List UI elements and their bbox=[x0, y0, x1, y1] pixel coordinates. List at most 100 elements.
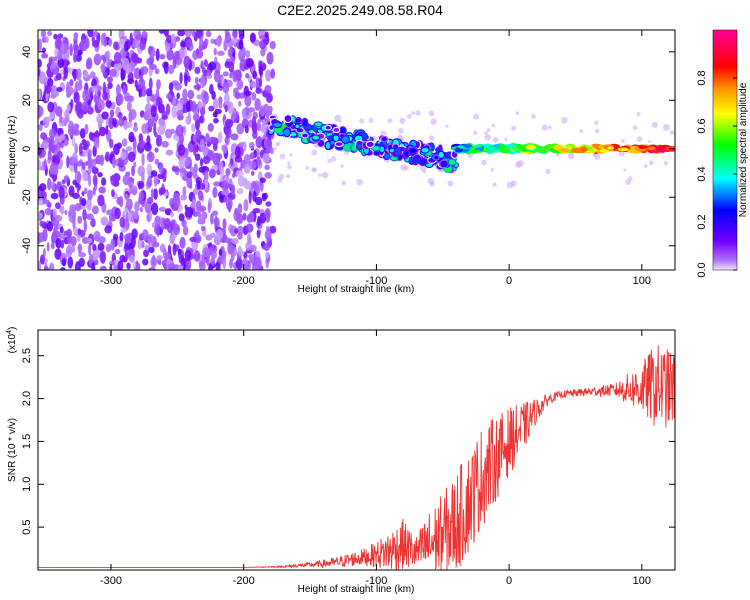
heat-cell bbox=[264, 171, 272, 179]
heat-cell bbox=[79, 158, 83, 165]
heat-cell bbox=[131, 185, 138, 195]
heat-cell bbox=[43, 265, 49, 270]
heat-cell bbox=[196, 48, 204, 59]
heat-cell bbox=[165, 43, 171, 53]
heat-cell bbox=[208, 61, 217, 71]
heat-cell bbox=[515, 111, 520, 115]
heat-cell bbox=[207, 202, 212, 214]
heat-cell bbox=[663, 160, 669, 166]
heat-cell bbox=[47, 177, 52, 191]
heat-cell bbox=[56, 87, 63, 93]
heat-cell bbox=[73, 32, 79, 39]
snr-ticks: -300 -200 -100 0 100 0.5 1.0 1.5 2.0 2.5 bbox=[21, 330, 675, 587]
heat-cell bbox=[265, 201, 272, 207]
heat-cell bbox=[231, 172, 236, 179]
heat-cell bbox=[213, 47, 217, 56]
heat-cell bbox=[243, 163, 251, 174]
heat-cell bbox=[38, 141, 41, 149]
heat-cell bbox=[373, 150, 381, 157]
heat-cell bbox=[252, 70, 257, 80]
snr-x-label: Height of straight line (km) bbox=[298, 584, 415, 595]
heat-cell bbox=[341, 180, 347, 186]
x-tick-label: -300 bbox=[100, 575, 122, 587]
heat-cell bbox=[120, 227, 128, 233]
heat-cell bbox=[105, 243, 112, 253]
heat-cell bbox=[170, 128, 175, 135]
heat-cell bbox=[487, 148, 497, 153]
heat-cell bbox=[248, 211, 255, 223]
heat-cell bbox=[61, 258, 67, 267]
heat-cell bbox=[38, 105, 44, 118]
heat-cell bbox=[253, 39, 260, 47]
heat-cell bbox=[99, 250, 107, 264]
heat-cell bbox=[222, 218, 227, 230]
heat-cell bbox=[244, 125, 249, 134]
heat-cell bbox=[81, 191, 85, 197]
heat-cell bbox=[109, 68, 117, 78]
heat-cell bbox=[77, 49, 83, 56]
heat-cell bbox=[184, 73, 188, 87]
heat-cell bbox=[119, 254, 126, 263]
heat-cell bbox=[406, 113, 412, 119]
heat-cell bbox=[194, 66, 201, 75]
heat-cell bbox=[50, 180, 56, 191]
heat-cell bbox=[289, 153, 293, 157]
heat-cell bbox=[403, 148, 410, 159]
heat-cell bbox=[41, 47, 46, 54]
heat-cell bbox=[86, 238, 93, 244]
heat-cell bbox=[638, 144, 647, 149]
heat-cell bbox=[332, 126, 341, 134]
heat-cell bbox=[53, 230, 61, 238]
heat-cell bbox=[56, 181, 61, 192]
heat-cell bbox=[651, 121, 658, 128]
heat-cell bbox=[187, 75, 191, 83]
heat-cell bbox=[428, 135, 435, 141]
heat-cell bbox=[222, 71, 229, 77]
colorbar-gradient bbox=[712, 29, 738, 271]
heat-cell bbox=[242, 108, 246, 121]
heat-cell bbox=[248, 160, 257, 171]
heat-cell bbox=[492, 136, 499, 143]
heat-cell bbox=[243, 90, 252, 97]
heat-cell bbox=[249, 80, 257, 89]
heat-cell bbox=[99, 265, 107, 270]
heat-cell bbox=[38, 260, 42, 270]
heat-cell bbox=[199, 157, 204, 167]
heat-cell bbox=[490, 167, 495, 172]
heat-cell bbox=[69, 79, 74, 87]
x-tick-label: -200 bbox=[233, 275, 255, 287]
heat-cell bbox=[55, 72, 62, 81]
heat-cell bbox=[252, 190, 257, 202]
heat-cell bbox=[92, 131, 101, 138]
heat-cell bbox=[146, 163, 153, 177]
heat-cell bbox=[228, 61, 235, 73]
heat-cell bbox=[359, 118, 365, 124]
heat-cell bbox=[48, 128, 57, 139]
heat-cell bbox=[275, 141, 281, 147]
heat-cell bbox=[618, 150, 625, 157]
y-tick-label: -20 bbox=[21, 189, 33, 205]
heat-cell bbox=[55, 237, 62, 249]
heat-cell bbox=[178, 213, 185, 222]
heat-cell bbox=[193, 84, 202, 90]
heat-cell bbox=[97, 172, 103, 178]
heat-cell bbox=[166, 34, 172, 44]
heat-cell bbox=[327, 158, 332, 164]
heat-cell bbox=[287, 164, 292, 170]
heat-cell bbox=[171, 166, 180, 172]
heat-cell bbox=[93, 137, 100, 149]
heat-cell bbox=[154, 215, 161, 228]
heat-cell bbox=[178, 156, 186, 169]
heat-cell bbox=[158, 117, 166, 127]
heat-cell bbox=[101, 111, 109, 120]
heat-cell bbox=[264, 138, 273, 151]
heat-cell bbox=[44, 36, 49, 43]
heat-cell bbox=[75, 101, 83, 114]
heat-cell bbox=[301, 117, 309, 128]
heat-cell bbox=[210, 213, 214, 225]
heat-cell bbox=[561, 148, 570, 154]
heat-cell bbox=[202, 97, 206, 108]
heat-cell bbox=[85, 59, 91, 70]
heat-cell bbox=[47, 149, 52, 161]
heat-cell bbox=[75, 68, 82, 81]
